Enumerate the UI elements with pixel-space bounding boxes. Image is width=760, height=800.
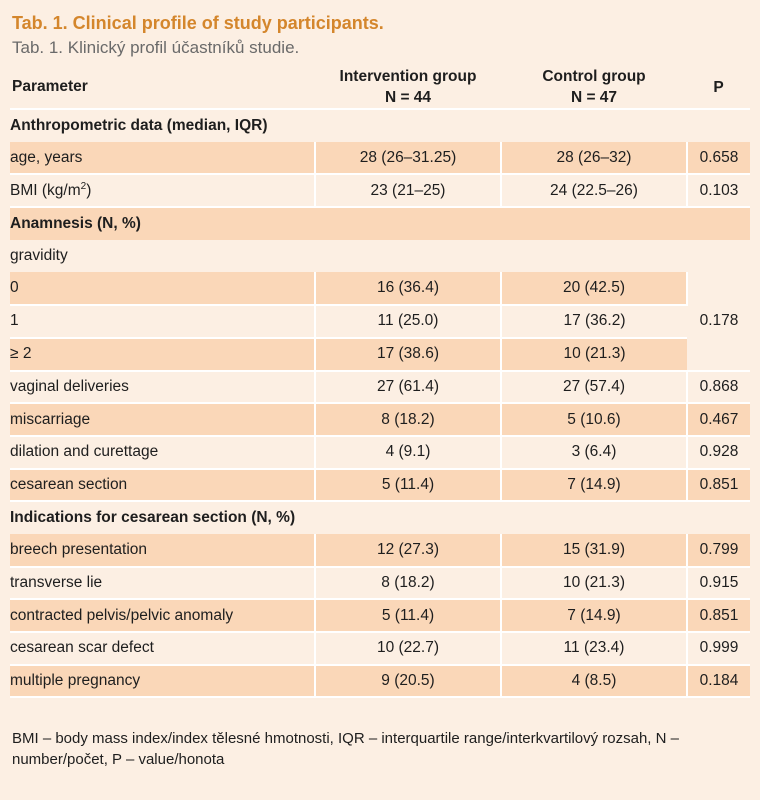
control-value: 17 (36.2)	[501, 305, 687, 339]
p-value: 0.658	[687, 141, 750, 176]
control-value: 24 (22.5–26)	[501, 174, 688, 209]
intervention-value: 12 (27.3)	[315, 533, 502, 568]
header-parameter: Parameter	[10, 66, 315, 110]
header-control-name: Control group	[542, 68, 646, 85]
table-row: age, years 28 (26–31.25) 28 (26–32) 0.65…	[10, 141, 750, 176]
intervention-value: 8 (18.2)	[315, 403, 502, 437]
p-value: 0.928	[687, 435, 750, 470]
section-row-anthropometric: Anthropometric data (median, IQR)	[10, 109, 750, 142]
section-row-indications: Indications for cesarean section (N, %)	[10, 501, 750, 534]
section-indications: Indications for cesarean section (N, %)	[10, 501, 750, 534]
header-intervention: Intervention group N = 44	[315, 66, 501, 110]
control-value: 28 (26–32)	[501, 141, 688, 176]
control-value: 27 (57.4)	[501, 370, 688, 405]
row-label: dilation and curettage	[10, 435, 316, 470]
table-row: BMI (kg/m2) 23 (21–25) 24 (22.5–26) 0.10…	[10, 174, 750, 209]
table-row: breech presentation 12 (27.3) 15 (31.9) …	[10, 533, 750, 568]
p-value: 0.799	[687, 533, 750, 568]
row-label: 1	[10, 305, 316, 339]
row-label: transverse lie	[10, 566, 316, 601]
p-value: 0.868	[687, 370, 750, 405]
control-value: 7 (14.9)	[501, 599, 688, 633]
table-row: 0 16 (36.4) 20 (42.5) 0.178	[10, 272, 750, 372]
control-value: 11 (23.4)	[501, 632, 688, 666]
intervention-value: 23 (21–25)	[315, 174, 502, 209]
table-title-english: Tab. 1. Clinical profile of study partic…	[12, 13, 384, 33]
row-label: contracted pelvis/pelvic anomaly	[10, 599, 316, 633]
intervention-value: 28 (26–31.25)	[315, 141, 502, 176]
section-row-anamnesis: Anamnesis (N, %)	[10, 207, 750, 240]
header-control: Control group N = 47	[501, 66, 687, 110]
control-value: 7 (14.9)	[501, 468, 688, 503]
header-intervention-name: Intervention group	[339, 68, 477, 85]
control-value: 15 (31.9)	[501, 533, 688, 568]
header-p: P	[687, 66, 750, 110]
p-value: 0.851	[687, 599, 750, 633]
row-label: BMI (kg/m2)	[10, 174, 316, 209]
p-value: 0.851	[687, 468, 750, 503]
clinical-profile-table: Parameter Intervention group N = 44 Cont…	[10, 66, 750, 699]
table-row: gravidity	[10, 239, 750, 273]
intervention-value: 5 (11.4)	[315, 468, 502, 503]
control-value: 4 (8.5)	[501, 664, 688, 699]
p-value: 0.467	[687, 403, 750, 437]
table-row: vaginal deliveries 27 (61.4) 27 (57.4) 0…	[10, 370, 750, 405]
intervention-value: 17 (38.6)	[315, 337, 502, 372]
intervention-value: 4 (9.1)	[315, 435, 502, 470]
intervention-value: 10 (22.7)	[315, 632, 502, 666]
table-row: dilation and curettage 4 (9.1) 3 (6.4) 0…	[10, 435, 750, 470]
p-value: 0.915	[687, 566, 750, 601]
table-row: cesarean section 5 (11.4) 7 (14.9) 0.851	[10, 468, 750, 503]
intervention-value: 16 (36.4)	[315, 272, 502, 307]
row-label: 0	[10, 272, 316, 307]
intervention-value: 9 (20.5)	[315, 664, 502, 699]
intervention-value: 11 (25.0)	[315, 305, 502, 339]
table-row: 1 11 (25.0) 17 (36.2)	[10, 305, 750, 339]
section-anthropometric: Anthropometric data (median, IQR)	[10, 109, 750, 142]
control-value: 3 (6.4)	[501, 435, 688, 470]
control-value: 5 (10.6)	[501, 403, 688, 437]
header-intervention-n: N = 44	[384, 89, 432, 106]
intervention-value: 27 (61.4)	[315, 370, 502, 405]
table-footnote: BMI – body mass index/index tělesné hmot…	[12, 730, 679, 769]
table-row: contracted pelvis/pelvic anomaly 5 (11.4…	[10, 599, 750, 633]
p-value: 0.103	[687, 174, 750, 209]
table-row: cesarean scar defect 10 (22.7) 11 (23.4)…	[10, 632, 750, 666]
intervention-value: 8 (18.2)	[315, 566, 502, 601]
intervention-value: 5 (11.4)	[315, 599, 502, 633]
row-label: gravidity	[10, 239, 750, 273]
control-value: 20 (42.5)	[501, 272, 688, 307]
table-row: ≥ 2 17 (38.6) 10 (21.3)	[10, 337, 750, 372]
row-label: breech presentation	[10, 533, 316, 568]
row-label: cesarean scar defect	[10, 632, 316, 666]
gravidity-p-value: 0.178	[687, 272, 750, 372]
table-row: transverse lie 8 (18.2) 10 (21.3) 0.915	[10, 566, 750, 601]
row-label: vaginal deliveries	[10, 370, 316, 405]
table-title-czech: Tab. 1. Klinický profil účastníků studie…	[12, 38, 300, 57]
p-value: 0.999	[687, 632, 750, 666]
header-row: Parameter Intervention group N = 44 Cont…	[10, 66, 750, 110]
row-label: cesarean section	[10, 468, 316, 503]
row-label: ≥ 2	[10, 337, 316, 372]
row-label: miscarriage	[10, 403, 316, 437]
row-label: age, years	[10, 141, 316, 176]
header-control-n: N = 47	[570, 89, 618, 106]
table-row: miscarriage 8 (18.2) 5 (10.6) 0.467	[10, 403, 750, 437]
row-label: multiple pregnancy	[10, 664, 316, 699]
section-anamnesis: Anamnesis (N, %)	[10, 207, 750, 240]
p-value: 0.184	[687, 664, 750, 699]
table-row: multiple pregnancy 9 (20.5) 4 (8.5) 0.18…	[10, 664, 750, 699]
control-value: 10 (21.3)	[501, 566, 688, 601]
control-value: 10 (21.3)	[501, 337, 687, 372]
